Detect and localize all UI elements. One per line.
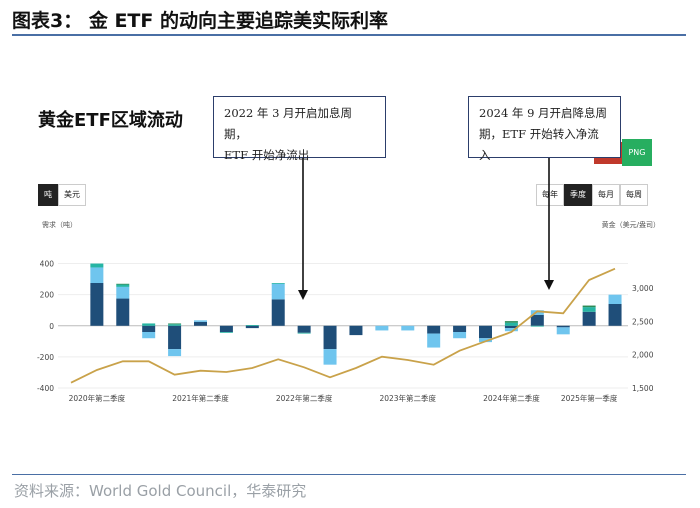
bar-2020Q2-2 [90, 263, 104, 268]
bar-2025Q1-0 [582, 311, 596, 326]
unit-usd-button[interactable]: 美元 [58, 184, 86, 206]
y-axis-title: 需求（吨） [42, 220, 77, 229]
download-png-button[interactable]: PNG [622, 139, 652, 166]
bar-2024Q3-0 [530, 314, 544, 326]
bar-2021Q1-3 [168, 323, 182, 325]
x-tick-label: 2025年第一季度 [561, 393, 618, 403]
bar-2021Q3-0 [219, 325, 233, 332]
y2-tick-label: 1,500 [632, 384, 654, 393]
bar-2022Q1-1 [271, 283, 285, 300]
callout-rate-hike: 2022 年 3 月开启加息周期， ETF 开始净流出 [213, 96, 386, 162]
bar-2020Q3-0 [116, 298, 130, 326]
panel-title: 黄金ETF区域流动 [38, 110, 183, 131]
bar-2021Q4-2 [245, 325, 259, 326]
callout-rate-cut-line1: 2024 年 9 月开启降息周 [479, 106, 608, 120]
bar-2020Q4-0 [142, 325, 156, 332]
bar-2022Q2-0 [297, 325, 311, 333]
bar-2023Q4-1 [453, 332, 467, 339]
bar-2025Q2-0 [608, 304, 622, 326]
bar-2023Q2-1 [401, 325, 415, 331]
bar-2020Q4-1 [142, 332, 156, 339]
bar-2022Q1-2 [271, 283, 285, 284]
y-tick-label: 400 [40, 260, 55, 269]
bar-2024Q4-0 [556, 325, 570, 328]
callout-rate-hike-arrow-head [298, 290, 308, 300]
frequency-toggle: 每年 季度 每月 每周 [536, 184, 648, 206]
bar-2021Q1-1 [168, 349, 182, 357]
figure-title: 图表3： 金 ETF 的动向主要追踪美实际利率 [12, 10, 388, 32]
x-tick-label: 2022年第二季度 [276, 393, 333, 403]
bar-2020Q3-2 [116, 284, 130, 287]
bar-2020Q2-0 [90, 283, 104, 326]
y2-tick-label: 3,000 [632, 284, 654, 293]
bar-2021Q3-2 [219, 332, 233, 333]
bar-2023Q3-0 [427, 325, 441, 334]
y-tick-label: -200 [37, 353, 54, 362]
bar-2020Q3-3 [116, 283, 130, 285]
bar-2021Q2-1 [194, 320, 207, 322]
bar-2022Q3-1 [323, 349, 337, 365]
bar-2025Q2-1 [608, 294, 622, 304]
bar-2024Q1-0 [479, 325, 492, 339]
x-tick-label: 2024年第二季度 [483, 393, 540, 403]
bar-2024Q4-1 [556, 327, 570, 335]
bar-2021Q1-0 [168, 325, 182, 350]
unit-tonnes-button[interactable]: 吨 [38, 184, 58, 206]
gold-price-line [70, 267, 616, 384]
bar-2023Q1-1 [375, 325, 389, 331]
callout-rate-cut-arrow-head [544, 280, 554, 290]
bar-2025Q1-3 [582, 305, 596, 308]
bar-2023Q3-1 [427, 333, 441, 348]
footer-divider [12, 474, 686, 475]
bar-2024Q1-1 [479, 338, 492, 343]
bar-2021Q4-0 [245, 325, 259, 329]
bar-2024Q3-2 [530, 325, 544, 327]
y-tick-label: -400 [37, 384, 54, 393]
bar-2020Q4-2 [142, 323, 156, 326]
bar-2021Q2-0 [194, 321, 207, 326]
bar-2024Q2-2 [504, 322, 518, 326]
callout-rate-cut-line2: 期，ETF 开始转入净流入 [479, 127, 599, 162]
bar-2020Q2-1 [90, 267, 104, 283]
callout-rate-cut: 2024 年 9 月开启降息周 期，ETF 开始转入净流入 [468, 96, 621, 162]
x-tick-label: 2021年第二季度 [172, 393, 229, 403]
source-note: 资料来源：World Gold Council，华泰研究 [14, 482, 307, 500]
bar-2024Q3-1 [530, 310, 544, 315]
bar-2024Q2-3 [504, 321, 518, 323]
freq-weekly-button[interactable]: 每周 [620, 184, 648, 206]
callout-rate-hike-line1: 2022 年 3 月开启加息周期， [224, 106, 353, 141]
bar-2020Q3-1 [116, 286, 130, 299]
bar-2024Q2-0 [504, 325, 518, 329]
bar-2022Q2-2 [297, 332, 311, 334]
freq-yearly-button[interactable]: 每年 [536, 184, 564, 206]
bar-2022Q4-0 [349, 325, 363, 336]
unit-toggle: 吨 美元 [38, 184, 86, 206]
y-tick-label: 200 [40, 291, 55, 300]
bar-2022Q3-0 [323, 325, 337, 350]
bar-2024Q2-1 [504, 328, 518, 332]
bar-2021Q1-2 [168, 324, 182, 326]
y-tick-label: 0 [49, 322, 54, 331]
bar-2023Q4-0 [453, 325, 467, 332]
title-divider [12, 34, 686, 36]
y2-tick-label: 2,000 [632, 351, 654, 360]
y2-axis-title: 黄金（美元/盎司） [602, 220, 660, 229]
freq-monthly-button[interactable]: 每月 [592, 184, 620, 206]
bar-2022Q1-0 [271, 299, 285, 326]
x-tick-label: 2020年第二季度 [69, 393, 126, 403]
x-tick-label: 2023年第二季度 [379, 393, 436, 403]
freq-quarterly-button[interactable]: 季度 [564, 184, 592, 206]
bar-2025Q1-2 [582, 307, 596, 312]
callout-rate-hike-line2: ETF 开始净流出 [224, 148, 310, 162]
y2-tick-label: 2,500 [632, 317, 654, 326]
